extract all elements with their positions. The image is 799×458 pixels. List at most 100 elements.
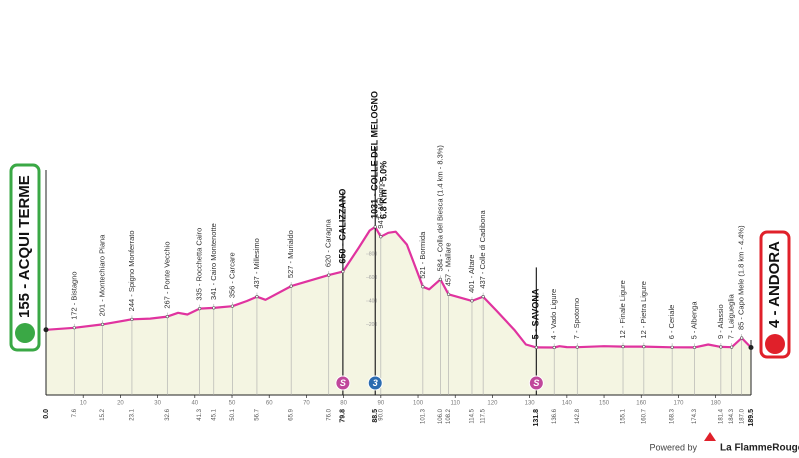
waypoint-point [438,277,442,281]
km-label: 76.0 [326,408,332,420]
waypoint-label: 85 - Capo Mele (1.8 km - 4.4%) [737,225,746,330]
waypoint-point [341,270,345,274]
waypoint-label: 172 - Bistagno [69,271,78,319]
km-label: 136.6 [552,408,558,424]
km-label: 7.6 [72,408,78,417]
waypoint-point [379,235,383,239]
km-label: 142.8 [575,408,581,424]
km-label: 23.1 [130,408,136,420]
y-tick-label: 600 [369,275,378,281]
km-label: 131.8 [533,409,540,427]
marker [528,375,544,391]
waypoint-point [481,295,485,299]
km-label: 114.5 [470,408,476,423]
waypoint-point [534,345,538,350]
km-label: 101.3 [420,408,426,424]
finish-box [759,230,791,359]
waypoint-label: 947 - Melogno [376,181,385,229]
start-name: 155 - ACQUI TERME [16,175,33,318]
waypoint-label: 7 - Laigueglia [727,293,736,339]
km-label: 187.0 [739,408,745,424]
km-label: 15.2 [100,408,106,420]
waypoint-label: 457 - Mallare [444,243,453,287]
km-label: 79.8 [340,409,347,423]
waypoint-label: 12 - Pietra Ligure [639,281,648,339]
waypoint-point [327,273,331,277]
finish-name: 4 - ANDORA [766,241,783,328]
waypoint-point [719,345,723,349]
x-tick-label: 70 [303,401,310,407]
km-label: 106.0 [438,408,444,424]
waypoint-point [198,307,202,311]
waypoint-label: 4 - Vado Ligure [549,289,558,340]
waypoint-label: 335 - Rocchetta Cairo [195,228,204,301]
waypoint-label: 244 - Spigno Monferrato [127,230,136,311]
waypoint-point [575,345,579,349]
waypoint-point [255,295,259,299]
waypoint-label: 584 - Colla del Biesca (1.4 km - 8.3%) [435,145,444,272]
waypoint-point [100,322,105,326]
waypoint-point [642,344,646,349]
x-tick-label: 40 [191,401,198,407]
profile-line [45,225,752,349]
waypoint-label: 5 - SAVONA [531,288,541,339]
km-label: 88.5 [372,409,379,423]
waypoint-point [230,304,234,308]
x-tick-label: 110 [450,401,460,407]
km-label: 160.7 [641,408,647,424]
x-tick-label: 120 [487,401,498,407]
waypoint-point [289,284,293,288]
x-tick-label: 170 [673,401,684,407]
x-tick-label: 50 [229,401,236,407]
waypoint-point [670,345,674,349]
km-label: 90.0 [378,408,384,420]
km-label: 50.1 [230,408,236,420]
waypoint-label: 620 - Caragna [324,218,333,267]
marker-label: S [533,378,539,388]
km-label: 117.5 [481,408,487,423]
marker [367,375,383,391]
x-tick-label: 10 [80,401,87,407]
finish-icon [765,334,785,354]
waypoint-point [621,344,625,349]
x-tick-label: 150 [599,401,610,407]
waypoint-label: 201 - Montechiaro Piana [98,234,107,317]
finish-km: 189.5 [748,409,755,427]
km-label: 32.6 [165,408,171,420]
marker-label: 3 [373,378,378,388]
km-label: 174.3 [692,408,698,424]
km-label: 168.3 [670,408,676,424]
waypoint-point [692,345,697,350]
waypoint-label: 356 - Carcare [227,252,236,298]
km-label: 108.2 [446,408,452,424]
waypoint-point [373,225,377,229]
finish-point [748,345,754,351]
marker-label: S [340,378,346,388]
waypoint-label: 527 - Murialdo [286,230,295,278]
km-label: 65.9 [289,408,295,420]
waypoint-label: 12 - Finale Ligure [618,280,627,338]
waypoint-point [72,326,76,330]
brand: La FlammeRouge [720,443,799,454]
waypoint-point [470,299,474,303]
x-tick-label: 80 [340,401,347,407]
x-tick-label: 130 [525,401,536,407]
x-tick-label: 160 [636,401,647,407]
waypoint-label: 1031 - COLLE DEL MELOGNO [370,91,380,219]
powered-by: Powered by [649,442,697,452]
km-label: 56.7 [255,408,261,420]
km-label: 184.3 [729,408,735,424]
x-tick-label: 90 [377,401,384,407]
waypoint-label: 341 - Cairo Montenotte [209,223,218,300]
waypoint-point [130,317,134,321]
waypoint-label: 7 - Spotorno [572,298,581,339]
waypoint-point [446,292,451,296]
waypoint-label: 437 - Colle di Cadibona [478,209,487,288]
y-tick-label: 800 [369,251,378,257]
waypoint-point [730,345,734,349]
start-km: 0.0 [43,409,50,419]
x-tick-label: 180 [711,401,722,407]
waypoint-point [212,306,216,310]
x-tick-label: 140 [562,401,573,407]
